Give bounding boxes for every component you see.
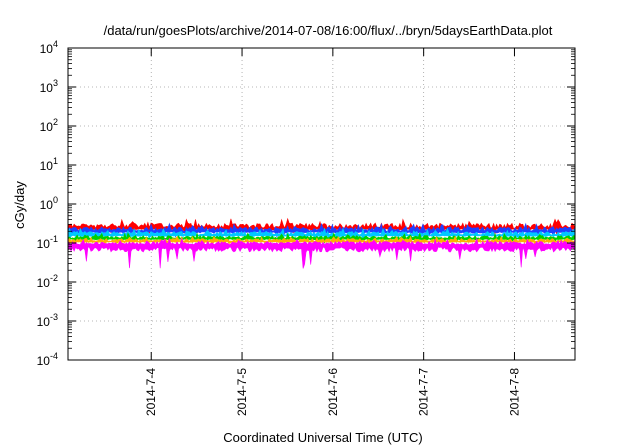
y-tick-label: 103: [40, 78, 58, 95]
y-tick-label: 10-2: [37, 273, 58, 290]
y-tick-label: 102: [40, 117, 58, 134]
y-tick-label: 10-3: [37, 312, 58, 329]
y-tick-label: 104: [40, 39, 58, 56]
y-axis: 10-4 10-3 10-2 10-1 100 101 102 103 104: [37, 39, 575, 368]
y-tick-label: 10-1: [37, 234, 58, 251]
x-tick-label: 2014-7-4: [144, 368, 158, 416]
x-axis-label: Coordinated Universal Time (UTC): [223, 430, 422, 445]
x-tick-label: 2014-7-6: [326, 368, 340, 416]
y-axis-label: cGy/day: [12, 181, 27, 229]
chart-title: /data/run/goesPlots/archive/2014-07-08/1…: [104, 23, 553, 38]
x-tick-label: 2014-7-8: [507, 368, 521, 416]
grid-lines: [68, 48, 575, 360]
y-tick-label: 10-4: [37, 351, 58, 368]
x-tick-label: 2014-7-5: [235, 368, 249, 416]
y-tick-label: 100: [40, 195, 58, 212]
x-axis: 2014-7-4 2014-7-5 2014-7-6 2014-7-7 2014-7-8: [144, 48, 521, 416]
data-area: [67, 217, 576, 269]
y-tick-label: 101: [40, 156, 58, 173]
x-tick-label: 2014-7-7: [417, 368, 431, 416]
